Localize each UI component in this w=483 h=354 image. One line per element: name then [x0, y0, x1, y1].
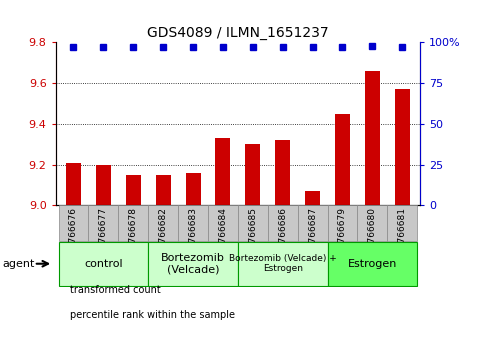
Text: agent: agent	[2, 259, 35, 269]
Text: GSM766679: GSM766679	[338, 207, 347, 262]
Bar	[365, 71, 380, 205]
Bar	[238, 242, 327, 286]
Text: GSM766676: GSM766676	[69, 207, 78, 262]
Bar	[88, 205, 118, 241]
Bar	[395, 89, 410, 205]
Text: GSM766680: GSM766680	[368, 207, 377, 262]
Bar	[387, 205, 417, 241]
Bar	[96, 165, 111, 205]
Text: GSM766684: GSM766684	[218, 207, 227, 262]
Bar	[185, 173, 200, 205]
Bar	[238, 205, 268, 241]
Bar	[215, 138, 230, 205]
Bar	[298, 205, 327, 241]
Text: GSM766686: GSM766686	[278, 207, 287, 262]
Bar	[58, 205, 88, 241]
Bar	[275, 140, 290, 205]
Text: Bortezomib (Velcade) +
Estrogen: Bortezomib (Velcade) + Estrogen	[229, 254, 337, 273]
Bar	[118, 205, 148, 241]
Text: percentile rank within the sample: percentile rank within the sample	[70, 310, 235, 320]
Bar	[268, 205, 298, 241]
Bar	[305, 191, 320, 205]
Text: control: control	[84, 259, 123, 269]
Text: GSM766687: GSM766687	[308, 207, 317, 262]
Text: GSM766683: GSM766683	[188, 207, 198, 262]
Bar	[148, 205, 178, 241]
Text: GSM766685: GSM766685	[248, 207, 257, 262]
Text: Estrogen: Estrogen	[348, 259, 397, 269]
Text: GSM766682: GSM766682	[158, 207, 168, 262]
Bar	[327, 205, 357, 241]
Bar	[327, 242, 417, 286]
Bar	[178, 205, 208, 241]
Text: GSM766678: GSM766678	[129, 207, 138, 262]
Bar	[148, 242, 238, 286]
Bar	[66, 162, 81, 205]
Bar	[156, 175, 170, 205]
Bar	[208, 205, 238, 241]
Bar	[357, 205, 387, 241]
Text: transformed count: transformed count	[70, 285, 161, 295]
Text: GSM766677: GSM766677	[99, 207, 108, 262]
Bar	[245, 144, 260, 205]
Bar	[335, 114, 350, 205]
Text: Bortezomib
(Velcade): Bortezomib (Velcade)	[161, 253, 225, 275]
Title: GDS4089 / ILMN_1651237: GDS4089 / ILMN_1651237	[147, 26, 329, 40]
Text: GSM766681: GSM766681	[398, 207, 407, 262]
Bar	[126, 175, 141, 205]
Bar	[58, 242, 148, 286]
